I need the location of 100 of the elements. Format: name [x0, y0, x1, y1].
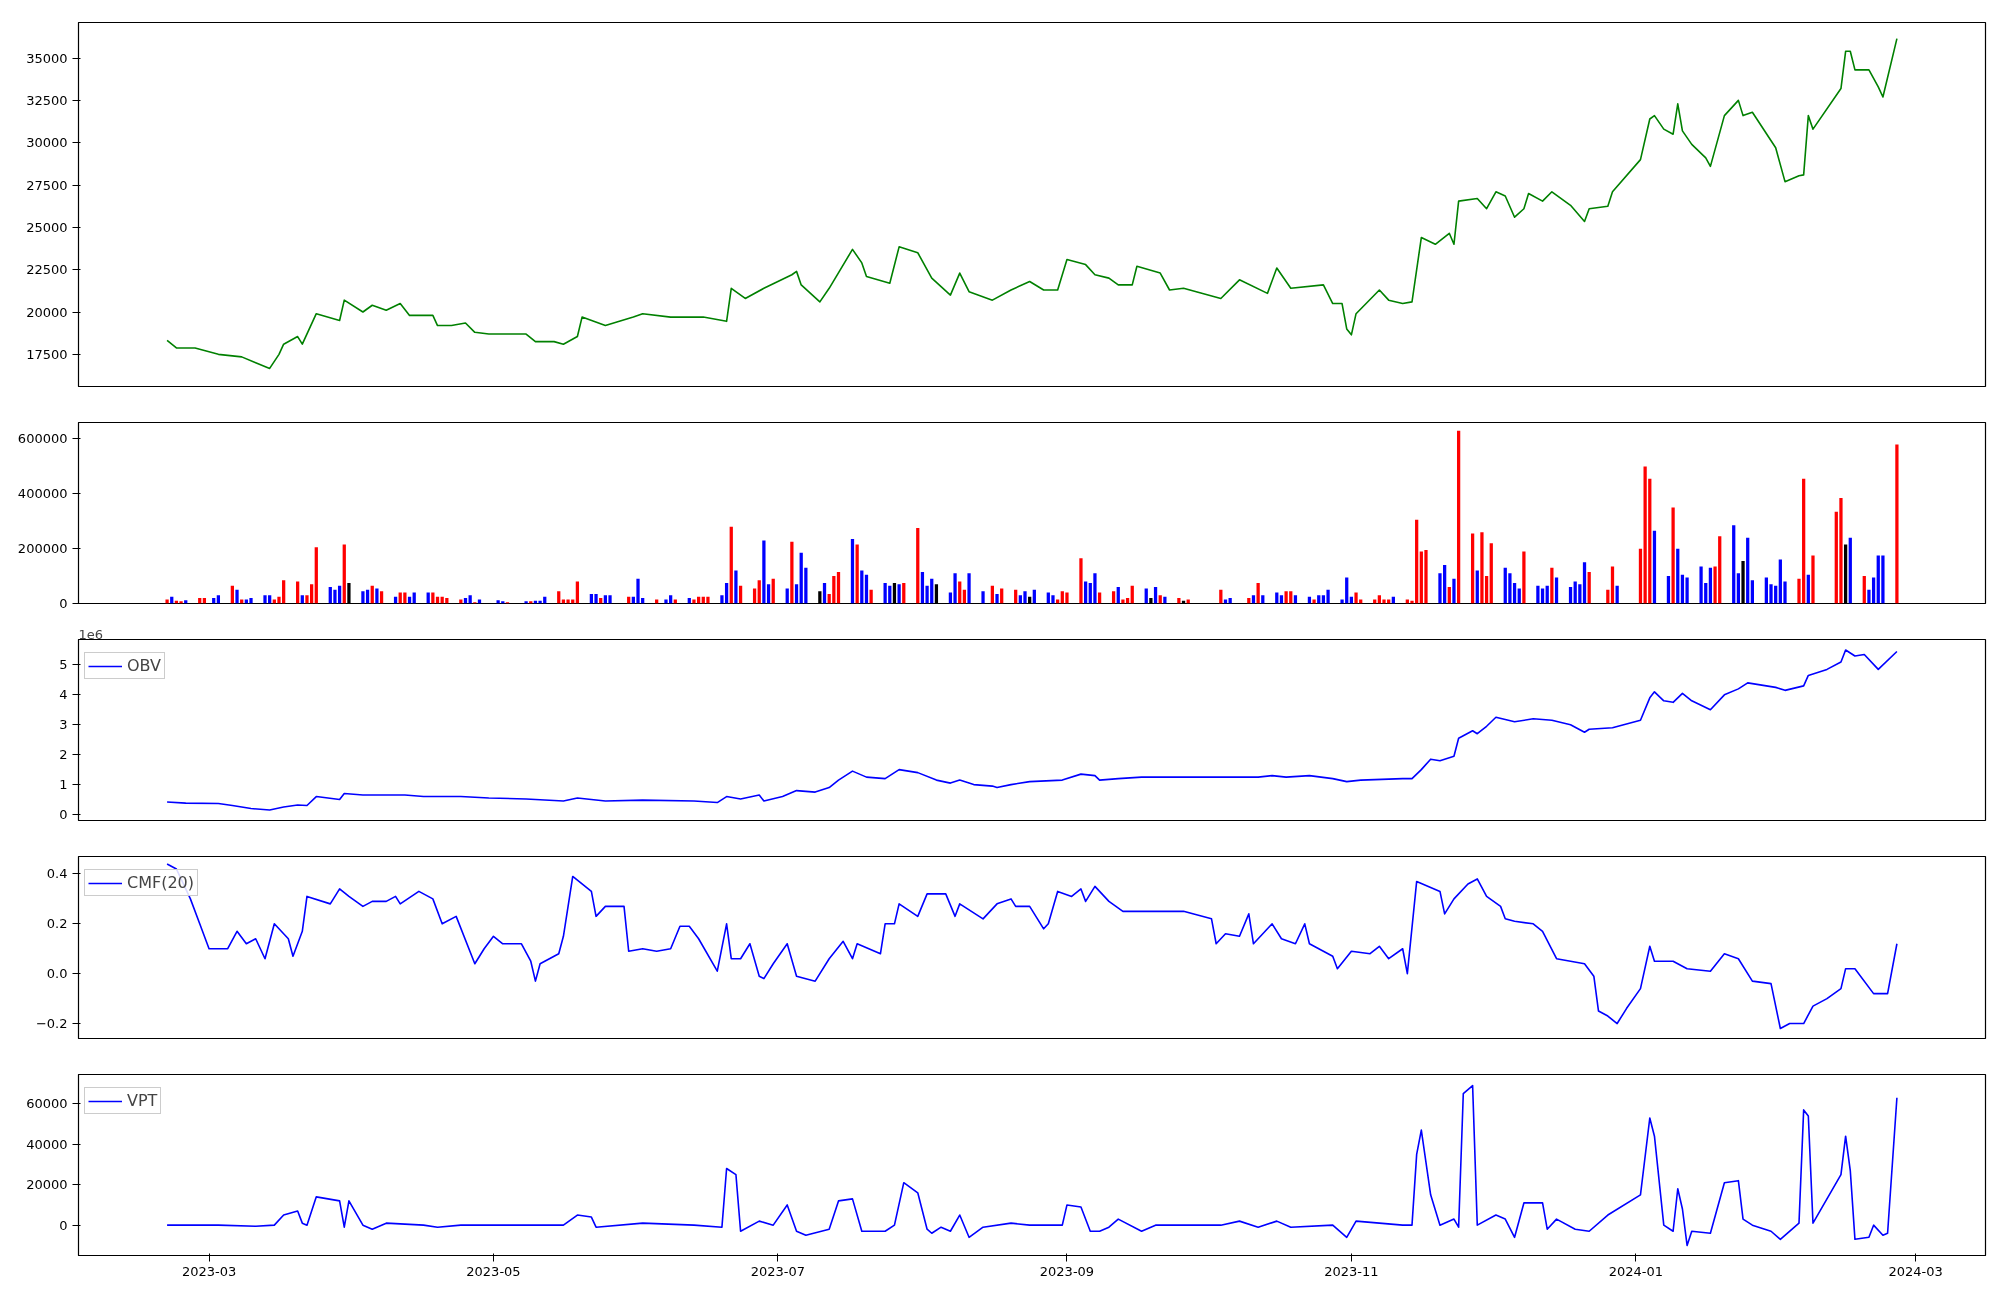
bar: [1708, 567, 1713, 604]
bar: [1051, 595, 1055, 604]
bar: [1457, 430, 1461, 604]
bar: [1550, 567, 1554, 604]
y-tick-label: 22500: [26, 262, 68, 278]
bar: [477, 599, 482, 604]
x-tick-label: 2024-01: [1608, 1263, 1663, 1279]
bar: [1848, 537, 1852, 604]
bar: [1111, 591, 1116, 604]
bar: [1862, 576, 1866, 604]
y-tick-label: 35000: [26, 50, 68, 66]
bar: [1480, 532, 1484, 604]
y-tick-label: −0.2: [35, 1016, 68, 1032]
x-tick-label: 2023-03: [181, 1263, 237, 1279]
bar: [314, 547, 318, 604]
bar: [836, 571, 841, 604]
bar: [1871, 577, 1876, 604]
bar: [752, 588, 757, 604]
bar: [706, 596, 710, 604]
bar: [953, 573, 957, 604]
annotation: 1e6: [78, 626, 104, 642]
y-tick-label: 3: [59, 717, 68, 733]
bar: [1643, 466, 1647, 604]
bar: [1522, 551, 1526, 604]
bar: [333, 589, 337, 604]
bar: [1056, 599, 1060, 604]
bar: [1582, 562, 1587, 604]
y-tick-label: 1: [59, 777, 68, 793]
bar: [785, 588, 789, 604]
bar: [1536, 585, 1540, 604]
bar: [1121, 599, 1125, 604]
bar: [916, 528, 920, 604]
bar: [459, 599, 463, 604]
y-tick-label: 60000: [26, 1096, 68, 1112]
y-tick-label: 40000: [26, 1136, 68, 1152]
bar: [1610, 566, 1615, 604]
bar: [934, 584, 939, 604]
bar: [263, 595, 267, 604]
bar: [1354, 592, 1358, 604]
bar: [1666, 576, 1671, 604]
y-tick-label: 25000: [26, 219, 68, 235]
x-tick-label: 2024-03: [1888, 1263, 1943, 1279]
bar: [1177, 598, 1181, 604]
y-tick-label: 32500: [26, 92, 68, 108]
bar: [1149, 598, 1153, 604]
y-tick-label: 0: [59, 1217, 68, 1233]
bar: [692, 599, 696, 604]
bar: [524, 601, 528, 604]
bar: [1223, 599, 1228, 604]
bar: [1895, 444, 1899, 604]
bar: [1382, 599, 1386, 604]
y-tick-label: 20000: [26, 1177, 68, 1193]
bar: [1475, 570, 1479, 604]
y-tick-label: 4: [59, 687, 68, 703]
bar: [897, 584, 901, 604]
y-tick-label: 0.0: [46, 966, 68, 982]
bar: [1578, 584, 1582, 604]
y-tick-label: 20000: [26, 304, 68, 320]
bar: [566, 599, 570, 604]
bar: [608, 595, 612, 604]
y-tick-label: 5: [59, 657, 68, 673]
bar: [557, 591, 561, 604]
bar: [1000, 588, 1004, 604]
x-tick-label: 2023-05: [466, 1263, 521, 1279]
bar: [1470, 533, 1475, 604]
legend-label: CMF(20): [127, 873, 195, 892]
bar: [1652, 530, 1657, 604]
bar: [1699, 566, 1703, 604]
bar: [1312, 599, 1316, 604]
bar: [1093, 573, 1097, 604]
bar: [1023, 591, 1027, 604]
y-tick-label: 17500: [26, 346, 68, 362]
bar: [1750, 580, 1754, 604]
bar: [561, 599, 566, 604]
bar: [1144, 588, 1148, 604]
bar: [729, 526, 733, 604]
bar: [1811, 555, 1815, 604]
bar: [995, 593, 999, 604]
bar: [1424, 550, 1428, 604]
bar: [790, 541, 794, 604]
bar: [1685, 577, 1689, 604]
bar: [240, 599, 244, 604]
bar: [1671, 507, 1675, 604]
bar: [1839, 497, 1843, 604]
bar: [1881, 555, 1885, 604]
y-tick-label: 27500: [26, 177, 68, 193]
bar: [794, 584, 799, 604]
bar: [1676, 548, 1680, 604]
bar: [1163, 596, 1167, 604]
bar: [892, 582, 897, 604]
bar: [403, 592, 407, 604]
y-tick-label: 600000: [17, 431, 68, 447]
bar: [1746, 537, 1750, 604]
line-series: [166, 649, 1898, 811]
legend-label: VPT: [127, 1091, 158, 1110]
bar: [1489, 543, 1493, 604]
bar: [1284, 591, 1288, 604]
bar: [347, 582, 351, 604]
bar: [981, 591, 985, 604]
bar: [734, 570, 738, 604]
